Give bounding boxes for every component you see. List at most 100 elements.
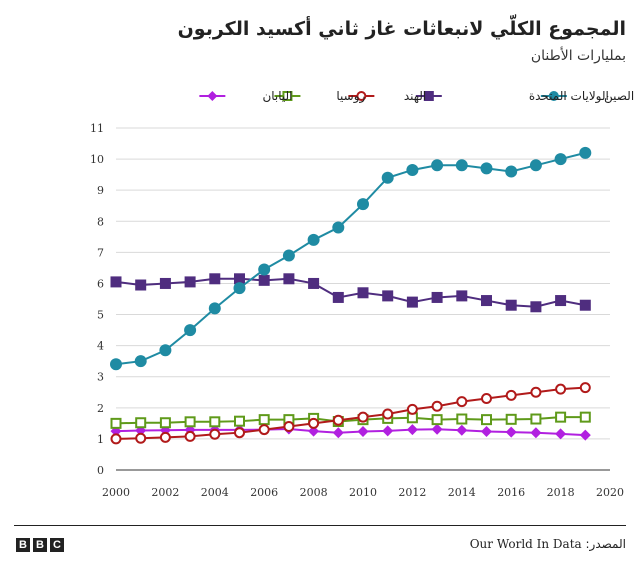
x-tick-label: 2010 — [349, 486, 377, 499]
data-point-india — [283, 420, 295, 432]
data-point-china — [406, 163, 419, 176]
data-point-china — [480, 162, 493, 175]
x-tick-label: 2004 — [201, 486, 229, 499]
x-tick-label: 2000 — [102, 486, 130, 499]
y-tick-label: 2 — [97, 402, 104, 415]
data-point-india — [209, 428, 221, 440]
data-point-china — [554, 153, 567, 166]
data-point-china — [455, 159, 468, 172]
data-point-india — [406, 403, 418, 415]
data-point-usa — [159, 277, 171, 289]
legend-marker-china — [548, 91, 559, 101]
x-tick-label: 2016 — [497, 486, 525, 499]
data-point-india — [579, 382, 591, 394]
data-point-india — [332, 414, 344, 426]
y-tick-label: 7 — [97, 246, 104, 259]
data-point-china — [431, 159, 444, 172]
data-point-usa — [308, 277, 320, 289]
data-point-russia — [184, 416, 196, 428]
data-point-usa — [258, 274, 270, 286]
data-point-japan — [555, 428, 567, 440]
data-point-india — [234, 427, 245, 439]
x-tick-label: 2006 — [250, 486, 278, 499]
source-label: المصدر: — [585, 537, 626, 551]
y-tick-label: 5 — [97, 309, 104, 322]
x-tick-label: 2012 — [398, 486, 426, 499]
y-tick-label: 9 — [97, 184, 104, 197]
data-point-japan — [431, 423, 443, 435]
data-point-china — [282, 249, 295, 262]
legend-label-usa: الولايات المتحدة — [529, 89, 609, 104]
x-tick-label: 2002 — [151, 486, 179, 499]
data-point-russia — [258, 414, 270, 426]
data-point-india — [110, 433, 122, 445]
y-tick-label: 1 — [97, 433, 104, 446]
data-point-india — [159, 431, 171, 443]
data-point-usa — [382, 290, 394, 302]
data-point-russia — [505, 413, 517, 425]
data-point-japan — [456, 424, 468, 436]
data-point-russia — [456, 413, 468, 425]
data-point-china — [110, 358, 122, 371]
data-point-india — [382, 408, 394, 420]
y-tick-label: 10 — [90, 153, 104, 166]
data-point-india — [135, 432, 147, 444]
data-point-china — [579, 146, 592, 159]
x-tick-label: 2014 — [448, 486, 476, 499]
data-point-usa — [579, 299, 591, 311]
data-point-japan — [406, 424, 418, 436]
chart-title: المجموع الكلّي لانبعاثات غاز ثاني أكسيد … — [177, 18, 626, 40]
data-point-japan — [332, 427, 344, 439]
data-point-india — [530, 386, 542, 398]
data-point-usa — [209, 273, 221, 285]
chart-subtitle: بمليارات الأطنان — [530, 48, 626, 64]
data-point-india — [431, 400, 443, 412]
data-point-usa — [505, 299, 517, 311]
data-point-usa — [110, 276, 122, 288]
legend-label-japan: اليابان — [262, 89, 292, 103]
data-point-india — [258, 424, 270, 436]
data-point-japan — [505, 426, 517, 438]
data-point-india — [357, 411, 369, 423]
source-value: Our World In Data — [469, 537, 582, 551]
data-point-china — [357, 198, 369, 211]
data-point-china — [332, 221, 345, 234]
data-point-usa — [135, 279, 147, 291]
data-point-usa — [555, 295, 567, 307]
logo-letter: C — [50, 538, 64, 552]
legend-marker-japan — [207, 91, 218, 101]
legend-label-russia: روسيا — [336, 89, 365, 104]
data-point-japan — [357, 425, 369, 437]
data-point-russia — [159, 417, 171, 429]
data-point-india — [505, 389, 517, 401]
data-point-russia — [110, 417, 122, 429]
data-point-usa — [332, 291, 344, 303]
x-tick-label: 2018 — [547, 486, 575, 499]
data-point-china — [134, 355, 147, 368]
data-point-india — [308, 417, 320, 429]
data-point-china — [381, 171, 394, 184]
data-point-russia — [234, 415, 245, 427]
data-point-japan — [481, 425, 492, 437]
data-point-india — [481, 392, 492, 404]
y-tick-label: 0 — [97, 464, 104, 477]
data-point-china — [233, 282, 246, 295]
logo-letter: B — [16, 538, 30, 552]
legend-label-china: الصين — [604, 89, 634, 104]
data-point-china — [208, 302, 221, 315]
logo-letter: B — [33, 538, 47, 552]
y-tick-label: 4 — [97, 340, 104, 353]
data-point-japan — [308, 425, 320, 437]
data-point-japan — [382, 425, 394, 437]
line-chart: 0 1 2 3 4 5 6 7 8 9 10 11 2000 2002 2004 2006 2008 2010 20… — [90, 89, 634, 499]
footer-divider — [14, 525, 626, 526]
legend-marker-russia — [282, 91, 293, 101]
y-tick-label: 3 — [97, 371, 104, 384]
data-point-india — [555, 383, 567, 395]
x-tick-label: 2008 — [300, 486, 328, 499]
legend-marker-india — [356, 91, 367, 101]
data-point-usa — [234, 273, 245, 285]
bbc-logo: B B C — [16, 538, 64, 552]
data-point-india — [184, 430, 196, 442]
y-tick-label: 11 — [90, 122, 104, 135]
